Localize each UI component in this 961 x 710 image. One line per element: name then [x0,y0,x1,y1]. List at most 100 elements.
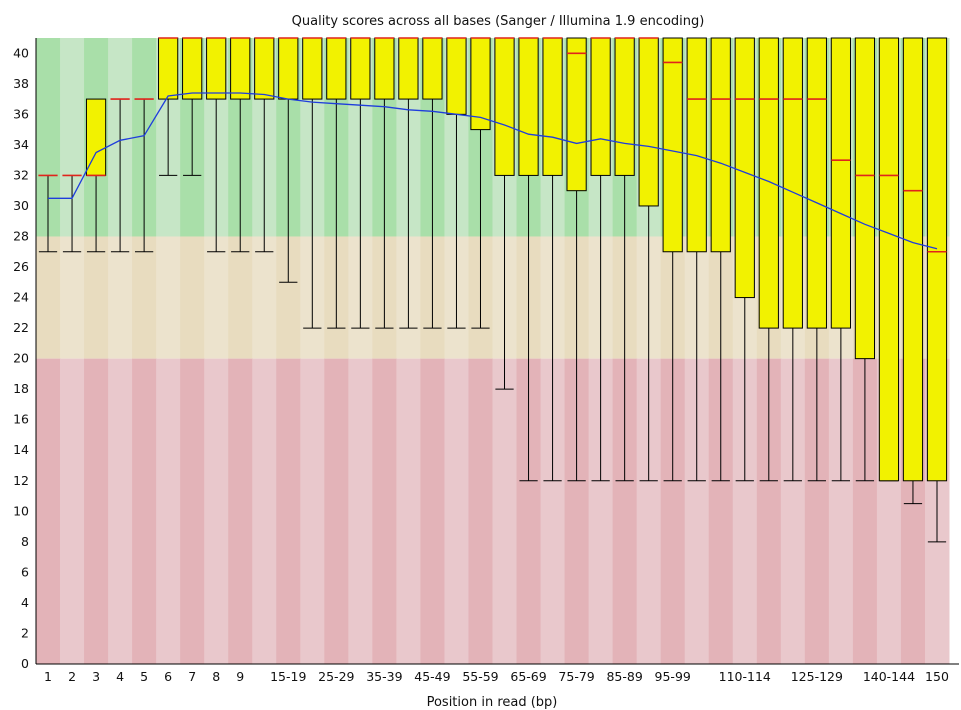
band-reasonable-stripe [60,236,85,359]
box-position-40-44 [398,37,419,329]
x-tick-label: 85-89 [606,669,642,684]
box-iqr [854,37,876,360]
band-poor-stripe [180,358,205,664]
band-poor-stripe [348,358,373,664]
y-tick-label: 8 [21,534,29,549]
x-tick-label: 7 [188,669,196,684]
band-reasonable-stripe [132,236,157,359]
chart-title: Quality scores across all bases (Sanger … [292,14,705,29]
box-iqr [374,37,395,100]
y-tick-label: 12 [13,473,29,488]
box-position-6 [158,37,179,176]
box-position-145-149 [902,37,924,505]
box-position-20-24 [302,37,323,329]
y-tick-label: 26 [13,259,29,274]
x-tick-label: 150 [925,669,949,684]
x-tick-label: 2 [68,669,76,684]
band-poor-stripe [324,358,349,664]
box-iqr [230,37,251,100]
box-iqr [662,37,683,253]
x-tick-labels: 1 2 3 4 5 6 7 8 9 15-19 25-29 35-39 45-49 55-59 65-69 7… [44,669,949,684]
band-reasonable-stripe [228,236,253,359]
x-tick-label: 1 [44,669,52,684]
band-poor-stripe [228,358,253,664]
box-position-2 [62,174,82,253]
band-reasonable-stripe [252,236,277,359]
band-poor-stripe [468,358,493,664]
box-position-125-129 [806,37,827,482]
box-iqr [686,37,707,253]
x-tick-label: 9 [236,669,244,684]
box-position-150 [926,37,948,543]
box-iqr [278,37,299,100]
x-tick-label: 5 [140,669,148,684]
box-iqr [566,37,587,192]
box-iqr [590,37,611,176]
y-tick-label: 30 [13,198,29,213]
box-iqr [734,37,755,299]
y-tick-label: 0 [21,656,29,671]
box-iqr [926,37,948,482]
x-tick-label: 3 [92,669,100,684]
y-tick-label: 14 [13,442,29,457]
band-reasonable-stripe [180,236,205,359]
box-position-95-99 [662,37,683,482]
box-position-15-19 [278,37,299,283]
box-iqr [494,37,515,176]
box-position-60-64 [494,37,515,390]
box-position-80-84 [590,37,611,482]
box-position-120-124 [782,37,803,482]
band-reasonable-stripe [156,236,181,359]
box-position-75-79 [566,37,587,482]
box-position-7 [182,37,203,176]
band-reasonable-stripe [36,236,61,359]
box-iqr [158,37,179,100]
band-poor-stripe [396,358,421,664]
box-iqr [398,37,419,100]
axes [35,38,959,665]
band-poor-stripe [132,358,157,664]
box-series [38,37,948,543]
box-iqr [446,37,467,115]
y-tick-label: 34 [13,137,29,152]
y-tick-label: 40 [13,45,29,60]
y-tick-label: 6 [21,564,29,579]
box-position-9 [230,37,251,253]
box-iqr [422,37,443,100]
y-tick-label: 18 [13,381,29,396]
box-position-10-14 [254,37,275,253]
box-position-110-114 [734,37,755,482]
box-iqr [350,37,371,100]
band-poor-stripe [204,358,229,664]
box-iqr [518,37,539,176]
y-tick-label: 2 [21,625,29,640]
box-position-135-139 [854,37,876,482]
x-tick-label: 25-29 [318,669,354,684]
y-tick-label: 20 [13,351,29,366]
x-tick-label: 8 [212,669,220,684]
box-position-3 [85,98,107,253]
y-tick-label: 36 [13,106,29,121]
box-position-4 [110,98,130,253]
band-poor-stripe [492,358,518,664]
x-tick-label: 6 [164,669,172,684]
box-iqr [614,37,635,176]
box-position-35-39 [374,37,395,329]
box-iqr [470,37,491,131]
box-iqr [302,37,323,100]
box-iqr [830,37,851,329]
x-tick-label: 125-129 [791,669,843,684]
x-tick-label: 65-69 [510,669,546,684]
box-position-100-104 [686,37,707,482]
mean-line [48,92,938,250]
box-position-30-34 [350,37,371,329]
box-iqr [758,37,779,329]
box-position-5 [134,98,154,253]
box-position-1 [38,174,58,253]
box-iqr [710,37,731,253]
band-reasonable-stripe [204,236,229,359]
box-iqr [182,37,203,100]
box-position-8 [206,37,227,253]
x-tick-label: 45-49 [414,669,450,684]
